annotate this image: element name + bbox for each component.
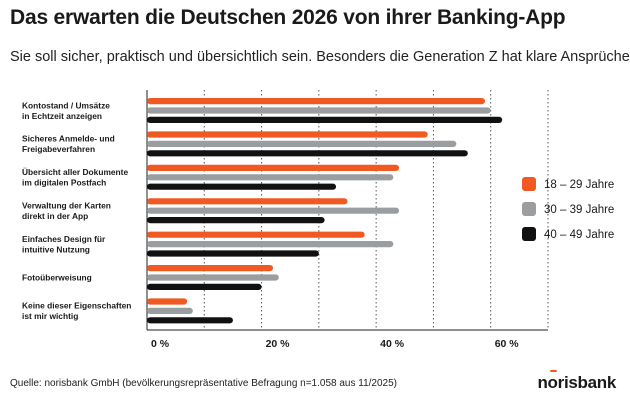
bar — [147, 298, 188, 305]
chart-subtitle: Sie soll sicher, praktisch und übersicht… — [10, 49, 630, 65]
category-label: Freigabeverfahren — [22, 144, 95, 154]
bar — [147, 174, 394, 181]
category-label: in Echtzeit anzeigen — [22, 111, 102, 121]
x-tick-label: 60 % — [495, 338, 520, 350]
category-label: Übersicht aller Dokumente — [22, 167, 128, 177]
bar — [147, 241, 394, 248]
bar — [147, 116, 503, 123]
bar — [147, 231, 365, 238]
bar — [147, 131, 428, 138]
legend-label: 40 – 49 Jahre — [544, 229, 614, 241]
bar — [147, 265, 274, 272]
bars-layer — [147, 98, 503, 324]
legend-label: 30 – 39 Jahre — [544, 204, 614, 216]
bar — [147, 283, 262, 290]
bar — [147, 217, 325, 224]
grid-layer — [146, 90, 549, 331]
x-tick-label: 20 % — [266, 338, 291, 350]
category-label: direkt in der App — [22, 211, 88, 221]
bar — [147, 150, 468, 157]
norisbank-logo: norisbank — [537, 370, 616, 392]
legend-swatch — [522, 202, 536, 216]
x-tick-label: 40 % — [380, 338, 405, 350]
category-label: Einfaches Design für — [22, 234, 106, 244]
x-axis-ticks: 0 % 20 % 40 % 60 % — [151, 338, 519, 350]
source-note: Quelle: norisbank GmbH (bevölkerungsrepr… — [10, 378, 397, 389]
chart-title: Das erwarten die Deutschen 2026 von ihre… — [10, 6, 566, 29]
bar — [147, 317, 233, 324]
bar — [147, 307, 193, 314]
x-tick-label: 0 % — [151, 338, 170, 350]
category-label: ist mir wichtig — [22, 311, 78, 321]
bar — [147, 274, 279, 281]
category-label: Verwaltung der Karten — [22, 200, 111, 210]
legend: 18 – 29 Jahre 30 – 39 Jahre 40 – 49 Jahre — [522, 177, 614, 241]
bar — [147, 198, 348, 205]
bar — [147, 164, 400, 171]
legend-label: 18 – 29 Jahre — [544, 179, 614, 191]
category-label: Sicheres Anmelde- und — [22, 134, 115, 144]
category-label: intuitive Nutzung — [22, 244, 90, 254]
category-label: Fotoüberweisung — [22, 273, 92, 283]
legend-swatch — [522, 177, 536, 191]
bar — [147, 98, 485, 105]
bar — [147, 183, 337, 190]
bar — [147, 140, 457, 147]
category-label: Kontostand / Umsätze — [22, 100, 110, 110]
category-label: im digitalen Postfach — [22, 178, 106, 188]
bar — [147, 107, 491, 114]
legend-swatch — [522, 227, 536, 241]
category-label: Keine dieser Eigenschaften — [22, 301, 131, 311]
bar — [147, 250, 319, 257]
bar — [147, 207, 400, 214]
